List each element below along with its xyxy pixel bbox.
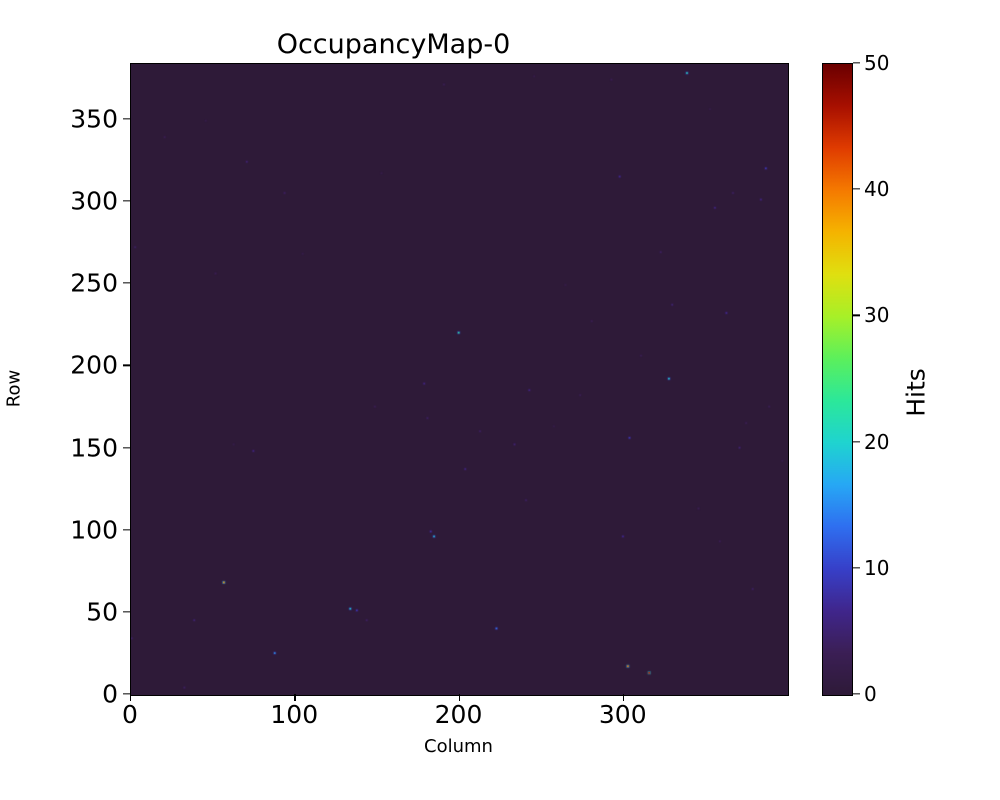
x-axis-ticklabels: 0 100 200 300 [0,700,1000,740]
x-tick-label: 200 [434,700,483,729]
y-tick-mark [123,200,130,202]
x-tick-mark [622,694,625,701]
colorbar-tick-label: 10 [864,555,890,580]
colorbar-tick-mark [853,188,860,190]
x-tick-label: 100 [270,700,319,729]
colorbar-tick-label: 50 [864,51,890,75]
colorbar-tick-label: 0 [864,682,877,706]
y-axis-ticklabels: 0 50 100 150 200 250 300 350 [14,0,118,800]
y-tick-label: 50 [86,597,118,627]
y-tick-label: 150 [70,433,118,463]
x-tick-mark [130,694,132,701]
y-tick-mark [123,282,130,284]
x-tick-mark [458,694,460,701]
colorbar-tick-mark [853,693,860,695]
heatmap-image [131,64,788,695]
x-tick-label: 0 [122,700,138,729]
colorbar-tick-mark [853,314,860,317]
colorbar-gradient [823,64,852,695]
colorbar [822,63,853,696]
y-tick-label: 300 [70,186,118,216]
heatmap-plot-area [130,63,789,696]
chart-title-text: OccupancyMap-0 [276,29,511,60]
y-tick-label: 100 [70,515,118,545]
y-tick-label: 250 [70,268,118,298]
colorbar-tick-mark [853,567,860,569]
x-axis-label: Column [424,736,493,757]
y-tick-mark [123,529,130,531]
colorbar-tick-label: 20 [864,429,890,454]
y-tick-mark [123,446,130,449]
y-tick-mark [123,118,130,120]
y-tick-label: 0 [102,679,118,709]
y-axis-label: Row [3,369,25,408]
colorbar-tick-mark [853,62,860,64]
x-tick-mark [294,694,296,701]
x-tick-label: 300 [598,700,647,729]
colorbar-tick-label: 30 [864,303,890,328]
y-tick-mark [123,611,130,613]
y-tick-mark [123,693,130,695]
y-tick-label: 200 [70,350,118,380]
y-tick-label: 350 [70,104,118,134]
colorbar-label: Hits [901,368,931,417]
colorbar-tick-mark [853,440,860,443]
chart-title: OccupancyMap-0 [0,29,787,60]
colorbar-tick-label: 40 [864,177,890,202]
y-tick-mark [123,364,130,366]
